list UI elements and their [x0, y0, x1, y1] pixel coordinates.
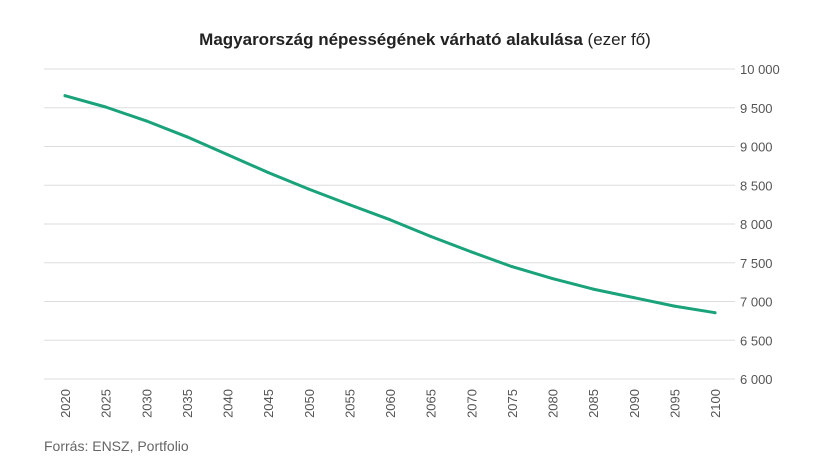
x-tick-label: 2090 — [627, 389, 642, 418]
x-tick-label: 2035 — [180, 389, 195, 418]
data-point — [469, 250, 473, 254]
chart-title-unit: (ezer fő) — [588, 30, 651, 49]
data-point — [347, 203, 351, 207]
x-tick-label: 2095 — [667, 389, 682, 418]
x-tick-label: 2065 — [424, 389, 439, 418]
data-point — [266, 170, 270, 174]
source-note: Forrás: ENSZ, Portfolio — [44, 438, 189, 454]
data-point — [185, 135, 189, 139]
grid-lines — [44, 68, 735, 380]
y-tick-label: 7 000 — [740, 295, 773, 310]
y-tick-label: 6 500 — [740, 333, 773, 348]
y-tick-label: 9 500 — [740, 101, 773, 116]
y-tick-label: 8 000 — [740, 217, 773, 232]
series-line — [63, 94, 717, 315]
data-point — [672, 304, 676, 308]
series-layer — [63, 94, 717, 315]
y-axis-ticks: 6 000 6 500 7 000 7 500 8 000 8 500 9 000 9 500… — [740, 62, 780, 387]
chart-title: Magyarország népességének várható alakul… — [199, 30, 651, 49]
x-tick-label: 2085 — [586, 389, 601, 418]
x-tick-label: 2020 — [58, 389, 73, 418]
y-tick-label: 7 500 — [740, 256, 773, 271]
data-point — [104, 105, 108, 109]
data-point — [713, 311, 717, 315]
x-tick-label: 2025 — [99, 389, 114, 418]
x-tick-label: 2075 — [505, 389, 520, 418]
data-point — [429, 234, 433, 238]
x-tick-label: 2100 — [708, 389, 723, 418]
x-tick-label: 2045 — [261, 389, 276, 418]
x-axis-ticks: 2020 2025 2030 2035 2040 2045 2050 2055 2060 2065… — [58, 389, 723, 418]
y-tick-label: 6 000 — [740, 372, 773, 387]
x-tick-label: 2080 — [546, 389, 561, 418]
x-tick-label: 2030 — [139, 389, 154, 418]
y-tick-label: 10 000 — [740, 62, 780, 77]
data-point — [551, 277, 554, 281]
data-point — [591, 287, 595, 291]
x-tick-label: 2060 — [383, 389, 398, 418]
x-tick-label: 2055 — [342, 389, 357, 418]
data-point — [510, 265, 514, 269]
data-point — [388, 218, 392, 222]
data-point — [63, 94, 67, 98]
data-point — [226, 153, 229, 157]
chart-title-main: Magyarország népességének várható alakul… — [199, 30, 583, 49]
data-point — [632, 296, 636, 300]
y-tick-label: 9 000 — [740, 140, 773, 155]
y-tick-label: 8 500 — [740, 178, 773, 193]
data-point — [144, 119, 148, 123]
x-tick-label: 2040 — [221, 389, 236, 418]
data-point — [307, 187, 311, 191]
x-tick-label: 2050 — [302, 389, 317, 418]
x-tick-label: 2070 — [464, 389, 479, 418]
